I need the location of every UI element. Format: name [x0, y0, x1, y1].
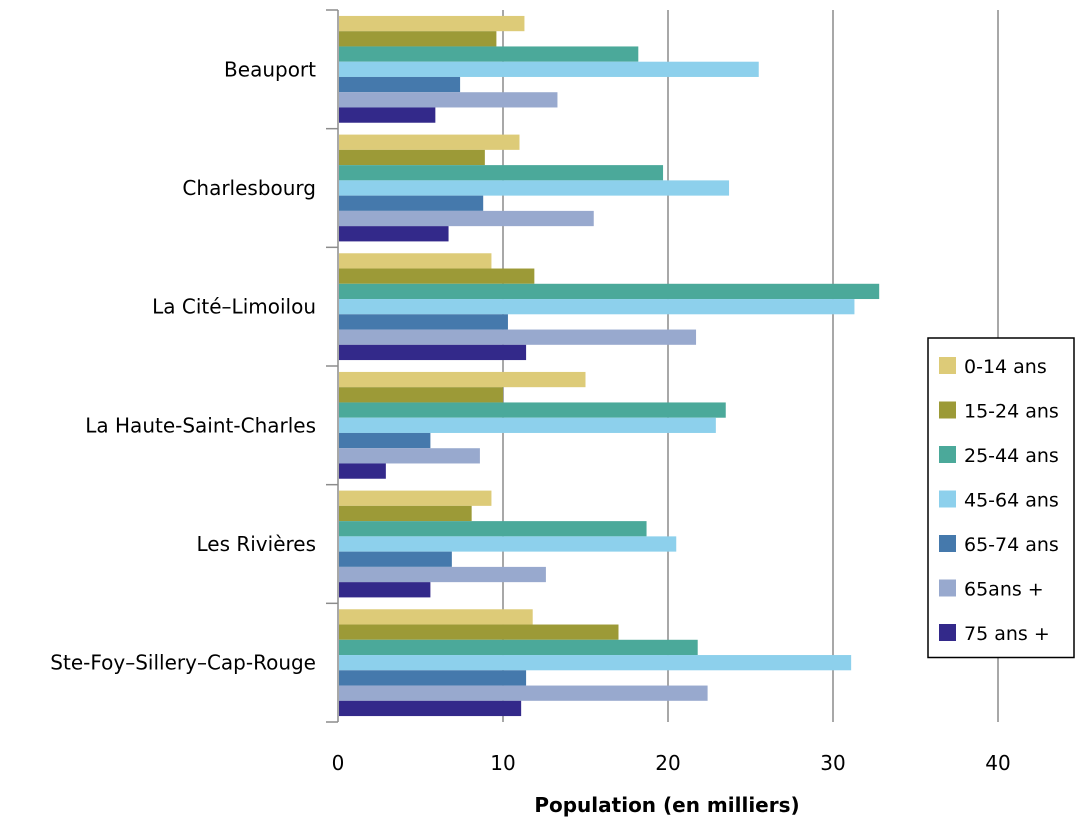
legend-label: 0-14 ans [964, 356, 1047, 378]
bar-ste-foy-sillery-cap-rouge-75-ans- [339, 700, 522, 717]
bar-charlesbourg-45-64-ans [339, 180, 730, 196]
bar-charlesbourg-65ans- [339, 210, 594, 227]
category-label: Beauport [224, 57, 316, 81]
bar-ste-foy-sillery-cap-rouge-45-64-ans [339, 655, 852, 671]
axes [326, 9, 339, 723]
legend-label: 65ans + [964, 579, 1044, 601]
legend-box [927, 337, 1075, 659]
bar-charlesbourg-25-44-ans [339, 165, 664, 181]
bars [339, 15, 880, 717]
bar-la-haute-saint-charles-65ans- [339, 448, 480, 464]
bar-la-cit-limoilou-45-64-ans [339, 299, 855, 315]
x-tick-label: 40 [985, 751, 1010, 775]
bar-les-rivi-res-0-14-ans [339, 490, 492, 506]
legend-swatch [939, 579, 956, 597]
bar-beauport-15-24-ans [339, 31, 497, 47]
x-tick-label: 20 [655, 751, 680, 775]
legend-label: 75 ans + [964, 623, 1050, 645]
legend-swatch [939, 401, 956, 419]
category-label: Ste-Foy–Sillery–Cap-Rouge [50, 651, 316, 675]
bar-la-haute-saint-charles-45-64-ans [339, 417, 716, 433]
bar-beauport-75-ans- [339, 107, 436, 123]
bar-ste-foy-sillery-cap-rouge-25-44-ans [339, 639, 698, 656]
legend-label: 65-74 ans [964, 534, 1059, 556]
legend-swatch [939, 535, 956, 552]
bar-charlesbourg-15-24-ans [339, 149, 485, 166]
legend-swatch [939, 490, 956, 508]
labels: 0 10 20 30 40 Beauport Charlesbourg La Cité–Lim… [50, 57, 1010, 775]
gridlines [502, 10, 999, 722]
bar-ste-foy-sillery-cap-rouge-65-74-ans [339, 670, 527, 686]
bar-les-rivi-res-25-44-ans [339, 521, 647, 537]
bar-la-haute-saint-charles-25-44-ans [339, 402, 726, 418]
bar-la-haute-saint-charles-65-74-ans [339, 432, 431, 449]
bar-la-cit-limoilou-25-44-ans [339, 283, 880, 300]
bar-les-rivi-res-65-74-ans [339, 551, 452, 567]
legend-label: 15-24 ans [964, 401, 1059, 423]
bar-beauport-45-64-ans [339, 61, 759, 77]
bar-la-cit-limoilou-65-74-ans [339, 314, 508, 330]
bar-la-cit-limoilou-0-14-ans [339, 253, 492, 269]
bar-la-haute-saint-charles-75-ans- [339, 463, 386, 479]
bar-les-rivi-res-75-ans- [339, 582, 431, 598]
bar-ste-foy-sillery-cap-rouge-0-14-ans [339, 609, 533, 625]
bar-la-haute-saint-charles-15-24-ans [339, 387, 503, 403]
legend-swatch [939, 446, 956, 463]
bar-beauport-65-74-ans [339, 76, 461, 93]
bar-charlesbourg-65-74-ans [339, 195, 484, 211]
x-tick-label: 30 [820, 751, 845, 775]
category-label: Les Rivières [196, 532, 316, 556]
bar-les-rivi-res-15-24-ans [339, 505, 472, 522]
legend-swatch [939, 357, 956, 374]
bar-la-cit-limoilou-15-24-ans [339, 268, 535, 284]
bar-charlesbourg-0-14-ans [339, 134, 520, 150]
bar-beauport-0-14-ans [339, 15, 525, 32]
legend-swatch [939, 624, 956, 641]
bar-la-cit-limoilou-65ans- [339, 329, 697, 345]
bar-charlesbourg-75-ans- [339, 226, 449, 242]
x-tick-label: 10 [490, 751, 515, 775]
bar-beauport-25-44-ans [339, 46, 639, 62]
bar-la-haute-saint-charles-0-14-ans [339, 371, 586, 388]
bar-beauport-65ans- [339, 92, 558, 108]
x-axis-title: Population (en milliers) [534, 793, 799, 817]
bar-ste-foy-sillery-cap-rouge-15-24-ans [339, 624, 619, 640]
bar-ste-foy-sillery-cap-rouge-65ans- [339, 685, 708, 701]
bar-la-cit-limoilou-75-ans- [339, 344, 527, 361]
category-label: Charlesbourg [182, 176, 316, 200]
x-tick-label: 0 [332, 751, 345, 775]
category-label: La Cité–Limoilou [152, 295, 316, 319]
bar-les-rivi-res-45-64-ans [339, 536, 677, 552]
legend-label: 45-64 ans [964, 490, 1059, 512]
category-label: La Haute-Saint-Charles [85, 413, 316, 437]
legend-label: 25-44 ans [964, 445, 1059, 467]
legend: 0-14 ans 15-24 ans 25-44 ans 45-64 ans 65-74… [927, 337, 1075, 659]
bar-les-rivi-res-65ans- [339, 566, 546, 583]
